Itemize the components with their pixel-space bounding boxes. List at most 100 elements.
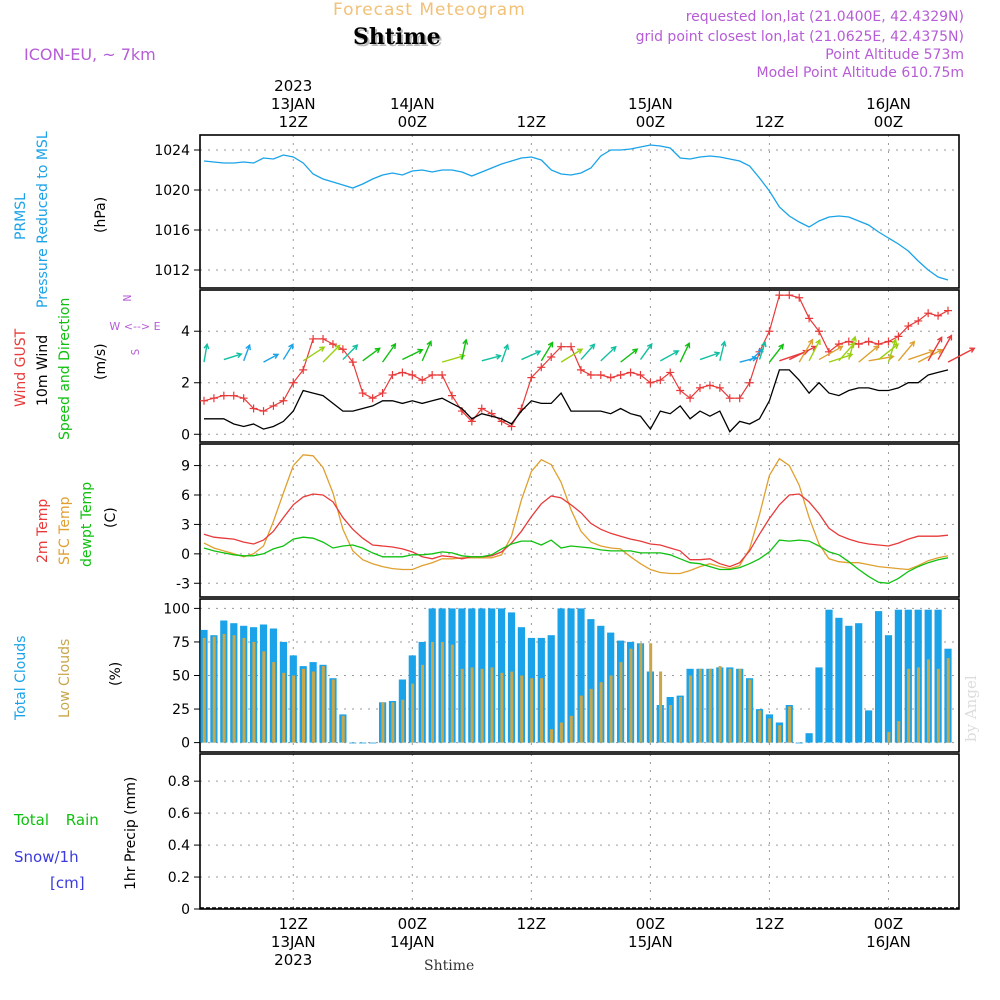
total-cloud-bar xyxy=(865,710,873,743)
gust-marker xyxy=(289,378,298,387)
low-cloud-bar xyxy=(470,667,474,743)
top-axis-label: 12Z xyxy=(517,113,546,131)
precip-ytick-label: 0.8 xyxy=(168,774,190,790)
low-cloud-bar xyxy=(440,641,444,743)
low-cloud-bar xyxy=(589,688,593,743)
wind-dir-arrowhead xyxy=(851,335,857,342)
gust-marker xyxy=(328,340,337,349)
wind-dir-arrowhead xyxy=(873,344,880,351)
low-cloud-bar xyxy=(887,731,891,743)
gust-marker xyxy=(408,371,417,380)
wind-dir-arrow xyxy=(788,345,817,361)
bottom-axis-label: 13JAN xyxy=(271,933,316,951)
low-cloud-bar xyxy=(500,672,504,743)
low-cloud-bar xyxy=(946,658,950,743)
wind-dir-arrowhead xyxy=(891,338,898,345)
wind-dir-arrowhead xyxy=(203,342,210,350)
ms-unit-label: (m/s) xyxy=(93,343,109,380)
gust-marker xyxy=(934,311,943,320)
precipitation-panel: 0 0.2 0.4 0.6 0.8 xyxy=(168,753,960,918)
wind-dir-arrowhead xyxy=(374,347,381,354)
snow-label: Snow/1h xyxy=(14,848,79,866)
pressure-panel: 1012 1016 1020 1024 xyxy=(154,134,960,289)
gust-marker xyxy=(616,371,625,380)
wind-dir-arrow xyxy=(878,343,899,361)
temp-ytick-label: 3 xyxy=(181,517,190,533)
low-cloud-bar xyxy=(252,641,256,743)
prmsl-label: PRMSL xyxy=(13,193,29,240)
gust-marker xyxy=(894,332,903,341)
gust-marker xyxy=(537,363,546,372)
gust-marker xyxy=(815,327,824,336)
gust-marker xyxy=(705,381,714,390)
wind-dir-arrow xyxy=(768,344,784,363)
gust-marker xyxy=(626,368,635,377)
total-rain-label: Total Rain xyxy=(13,811,99,829)
wind-dir-arrow xyxy=(243,344,251,362)
wind-dir-arrowhead xyxy=(646,342,653,350)
low-cloud-bar xyxy=(778,725,782,743)
top-axis-label: 00Z xyxy=(636,113,665,131)
wind-dir-arrowhead xyxy=(352,344,359,351)
low-cloud-bar xyxy=(202,637,206,743)
gust-marker xyxy=(388,371,397,380)
total-cloud-bar xyxy=(369,742,377,744)
wind-dir-arrowhead xyxy=(319,346,326,352)
low-cloud-bar xyxy=(639,643,643,743)
wind-dir-arrowhead xyxy=(632,348,639,355)
wind-dir-arrow xyxy=(322,344,341,363)
low-cloud-bar xyxy=(272,662,276,743)
wind-dir-arrow xyxy=(521,350,541,361)
gust-marker xyxy=(725,394,734,403)
wind-dir-arrowhead xyxy=(720,340,727,347)
bottom-axis-label: 00Z xyxy=(874,915,903,933)
top-axis-label: 14JAN xyxy=(390,95,435,113)
hpa-unit-label: (hPa) xyxy=(93,197,109,233)
total-cloud-bar xyxy=(795,742,803,744)
total-cloud-bar xyxy=(875,611,883,743)
gust-marker xyxy=(735,394,744,403)
precip-unit-label: 1hr Precip (mm) xyxy=(123,777,139,890)
wind-dir-arrow xyxy=(749,348,764,362)
low-cloud-bar xyxy=(599,682,603,743)
wind-dir-arrowhead xyxy=(714,351,721,358)
wind-dir-arrowhead xyxy=(535,350,542,356)
total-clouds-label: Total Clouds xyxy=(13,636,29,721)
low-cloud-bar xyxy=(550,729,553,743)
wind-dir-arrow xyxy=(282,343,294,360)
bottom-axis-label: 00Z xyxy=(398,915,427,933)
total-cloud-bar xyxy=(884,635,893,743)
low-cloud-bar xyxy=(758,710,762,743)
gust-marker xyxy=(547,352,556,361)
top-axis-label: 2023 xyxy=(274,77,312,95)
gust-marker xyxy=(864,337,873,346)
gust-marker xyxy=(239,394,248,403)
gust-marker xyxy=(636,371,645,380)
gust-marker xyxy=(854,340,863,349)
precip-ytick-label: 0.6 xyxy=(168,806,190,822)
wind-dir-arrowhead xyxy=(946,334,953,341)
gust-marker xyxy=(785,291,794,300)
low-cloud-bar xyxy=(698,668,702,743)
total-cloud-bar xyxy=(577,608,585,743)
gust-marker xyxy=(557,342,566,351)
low-cloud-bar xyxy=(708,668,712,743)
pressure-frame xyxy=(199,134,960,289)
bottom-axis-label: 14JAN xyxy=(390,933,435,951)
gust-marker xyxy=(715,383,724,392)
percent-unit-label: (%) xyxy=(108,662,124,686)
wind-dir-arrowhead xyxy=(236,352,243,359)
low-clouds-label: Low Clouds xyxy=(57,639,73,718)
wind-dir-arrow xyxy=(818,345,843,361)
low-cloud-bar xyxy=(381,702,385,743)
low-cloud-bar xyxy=(292,675,296,743)
low-cloud-bar xyxy=(927,659,930,743)
wind-dir-arrowhead xyxy=(760,340,767,348)
c-unit-label: (C) xyxy=(103,507,119,528)
low-cloud-bar xyxy=(688,675,692,743)
gust-marker xyxy=(348,358,357,367)
low-cloud-bar xyxy=(232,635,236,743)
low-cloud-bar xyxy=(659,671,663,743)
